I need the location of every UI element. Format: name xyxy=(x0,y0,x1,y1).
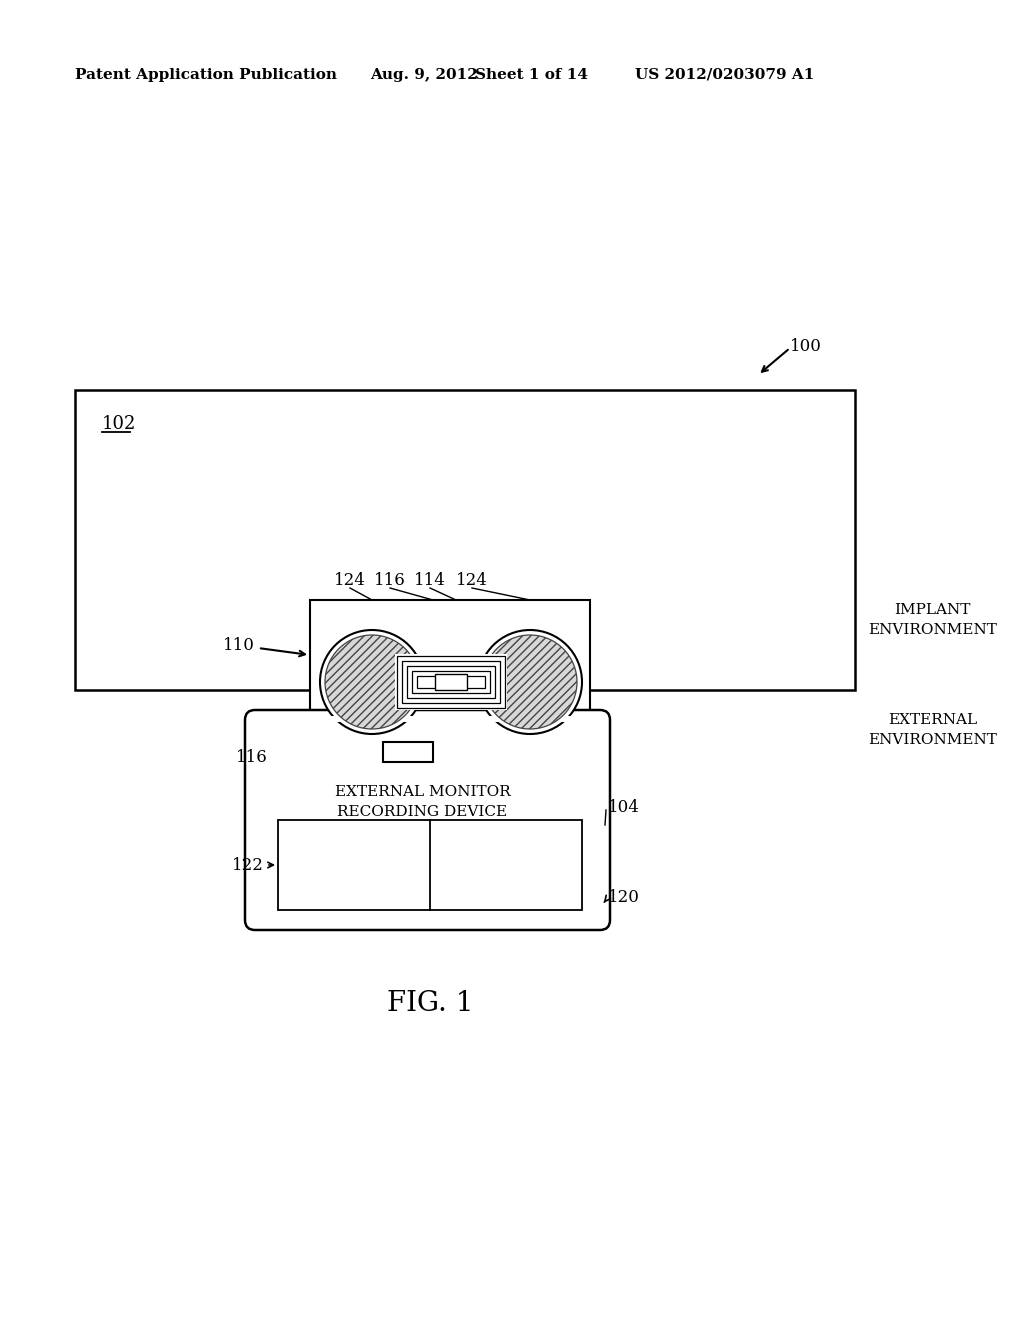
Bar xyxy=(435,675,467,690)
Bar xyxy=(383,742,432,762)
Text: INERTIAL
SENSORS: INERTIAL SENSORS xyxy=(317,850,390,880)
Text: 102: 102 xyxy=(102,414,136,433)
Bar xyxy=(417,676,485,688)
Bar xyxy=(278,820,582,909)
Bar xyxy=(418,657,484,706)
Text: 114: 114 xyxy=(414,572,445,589)
Text: 122: 122 xyxy=(232,857,264,874)
Text: 124: 124 xyxy=(334,572,366,589)
Text: 116: 116 xyxy=(374,572,406,589)
Bar xyxy=(407,667,495,698)
Bar xyxy=(75,389,855,690)
Circle shape xyxy=(483,635,577,729)
Bar xyxy=(397,656,505,708)
FancyArrowPatch shape xyxy=(272,738,380,755)
FancyBboxPatch shape xyxy=(245,710,610,931)
Text: CARDIAC PULSE
SENSOR: CARDIAC PULSE SENSOR xyxy=(445,850,567,880)
Text: IMPLANT
ENVIRONMENT: IMPLANT ENVIRONMENT xyxy=(868,603,997,638)
Text: 110: 110 xyxy=(223,636,255,653)
Bar xyxy=(395,653,507,710)
Text: EXTERNAL MONITOR
RECORDING DEVICE: EXTERNAL MONITOR RECORDING DEVICE xyxy=(335,785,510,818)
Text: Aug. 9, 2012: Aug. 9, 2012 xyxy=(370,69,478,82)
Text: EXTERNAL
ENVIRONMENT: EXTERNAL ENVIRONMENT xyxy=(868,713,997,747)
Text: 116: 116 xyxy=(237,748,268,766)
Circle shape xyxy=(325,635,419,729)
Text: 124: 124 xyxy=(456,572,488,589)
Bar xyxy=(310,601,590,760)
Bar xyxy=(412,671,490,693)
Bar xyxy=(402,661,500,704)
Text: Sheet 1 of 14: Sheet 1 of 14 xyxy=(475,69,588,82)
Text: Patent Application Publication: Patent Application Publication xyxy=(75,69,337,82)
Circle shape xyxy=(319,630,424,734)
Text: 104: 104 xyxy=(608,800,640,817)
Bar xyxy=(312,715,588,722)
Text: 120: 120 xyxy=(608,890,640,907)
Text: FIG. 1: FIG. 1 xyxy=(387,990,473,1016)
Circle shape xyxy=(478,630,582,734)
Text: US 2012/0203079 A1: US 2012/0203079 A1 xyxy=(635,69,814,82)
Text: 100: 100 xyxy=(790,338,822,355)
